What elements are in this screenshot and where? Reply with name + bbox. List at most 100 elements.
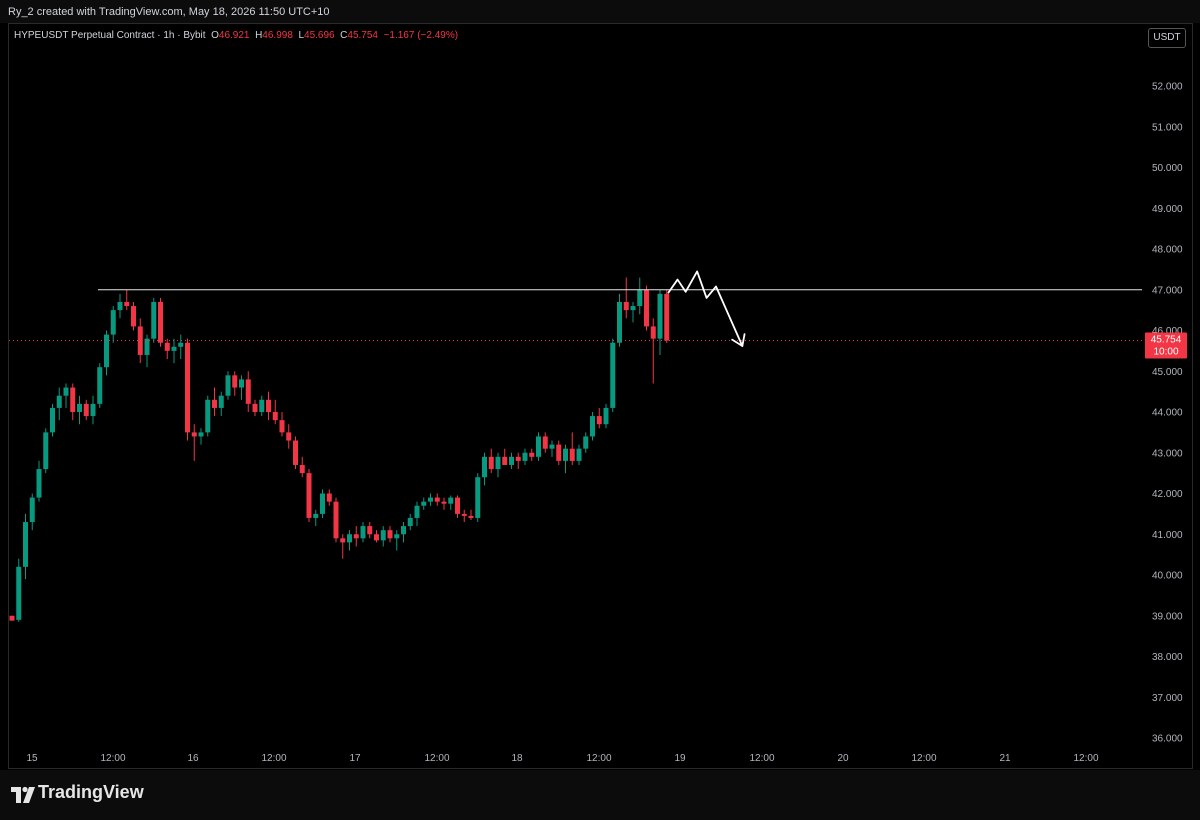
candle-body	[374, 534, 379, 541]
candle-body	[198, 432, 204, 437]
candle-body	[205, 399, 211, 433]
candle-body	[50, 407, 55, 433]
candle-body	[340, 538, 346, 543]
close-value: 45.754	[347, 30, 378, 41]
last-price-value: 45.754	[1151, 335, 1182, 346]
candle-body	[110, 310, 116, 335]
candle-body	[43, 432, 49, 470]
candle-body	[603, 407, 609, 425]
candle-body	[326, 493, 332, 502]
candle-body	[468, 515, 474, 518]
x-tick-label: 12:00	[749, 753, 774, 764]
candle-body	[29, 497, 35, 523]
candle-body	[306, 473, 312, 518]
candle-body	[104, 334, 109, 368]
x-tick-label: 18	[511, 753, 523, 764]
y-tick-label: 43.000	[1152, 448, 1183, 459]
candle-body	[225, 375, 231, 396]
candle-body	[353, 534, 359, 539]
y-tick-label: 37.000	[1152, 693, 1183, 704]
chart-frame	[8, 23, 1193, 769]
low-label: L	[298, 30, 305, 41]
x-tick-label: 21	[999, 753, 1011, 764]
candle-body	[360, 526, 366, 539]
candle-body	[16, 566, 22, 620]
candle-body	[124, 301, 130, 307]
candle-body	[644, 289, 649, 327]
candle-body	[515, 456, 521, 461]
candle-body	[428, 497, 433, 502]
candle-body	[542, 436, 548, 449]
candle-body	[9, 615, 15, 621]
candle-body	[320, 493, 325, 514]
candle-body	[556, 444, 562, 461]
y-tick-label: 41.000	[1152, 530, 1183, 541]
candle-body	[455, 497, 460, 514]
projection-path	[667, 270, 744, 347]
y-tick-label: 40.000	[1152, 571, 1183, 582]
candle-body	[461, 513, 467, 516]
open-value: 46.921	[218, 30, 250, 41]
candle-body	[617, 301, 622, 343]
y-tick-label: 52.000	[1152, 82, 1183, 93]
candle-body	[387, 530, 393, 539]
candle-body	[367, 526, 373, 535]
tradingview-logo-icon[interactable]	[10, 784, 36, 806]
candle-body	[83, 403, 89, 417]
candle-body	[414, 505, 420, 518]
tradingview-brand[interactable]: TradingView	[38, 782, 144, 802]
change-value: −1.167 (−2.49%)	[383, 30, 459, 41]
y-tick-label: 38.000	[1152, 652, 1183, 663]
candle-body	[144, 338, 150, 355]
y-tick-label: 44.000	[1152, 408, 1183, 419]
candle-body	[596, 416, 602, 425]
candle-body	[259, 399, 265, 412]
y-tick-label: 49.000	[1152, 204, 1183, 215]
candle-body	[610, 342, 616, 408]
last-price-badge	[1145, 332, 1187, 359]
overlay-layer	[9, 270, 1142, 347]
candle-body	[488, 456, 494, 470]
candle-body	[590, 416, 595, 437]
x-tick-label: 12:00	[586, 753, 611, 764]
candle-body	[137, 326, 143, 355]
x-tick-label: 16	[187, 753, 199, 764]
candle-body	[380, 530, 386, 541]
y-tick-label: 36.000	[1152, 734, 1183, 745]
y-tick-label: 50.000	[1152, 163, 1183, 174]
candle-body	[509, 456, 514, 465]
x-tick-label: 12:00	[1073, 753, 1098, 764]
candle-body	[77, 403, 82, 412]
candle-body	[293, 440, 298, 465]
candle-body	[664, 293, 670, 341]
candle-body	[63, 387, 69, 396]
y-tick-label: 45.000	[1152, 367, 1183, 378]
x-tick-label: 15	[26, 753, 38, 764]
y-tick-label: 48.000	[1152, 245, 1183, 256]
candle-body	[90, 403, 96, 417]
candle-body	[286, 432, 292, 441]
candle-body	[171, 346, 177, 351]
symbol-title: HYPEUSDT Perpetual Contract · 1h · Bybit	[14, 30, 206, 41]
projection-arrow-head	[731, 333, 746, 347]
candle-body	[313, 513, 319, 518]
candle-body	[623, 301, 629, 311]
candle-body	[421, 501, 427, 506]
created-by-text: Ry_2 created with TradingView.com, May 1…	[8, 6, 330, 18]
low-value: 45.696	[304, 30, 335, 41]
candle-body	[549, 444, 555, 449]
candle-body	[245, 379, 251, 404]
candle-body	[191, 432, 197, 437]
candle-body	[475, 477, 481, 518]
candle-body	[630, 306, 636, 311]
y-tick-label: 47.000	[1152, 285, 1183, 296]
candle-body	[266, 399, 271, 412]
candle-body	[657, 293, 663, 339]
candle-body	[252, 403, 258, 412]
x-tick-label: 20	[837, 753, 849, 764]
candle-body	[495, 456, 501, 470]
currency-button[interactable]: USDT	[1148, 28, 1186, 48]
candle-body	[212, 399, 217, 408]
high-label: H	[255, 30, 263, 41]
